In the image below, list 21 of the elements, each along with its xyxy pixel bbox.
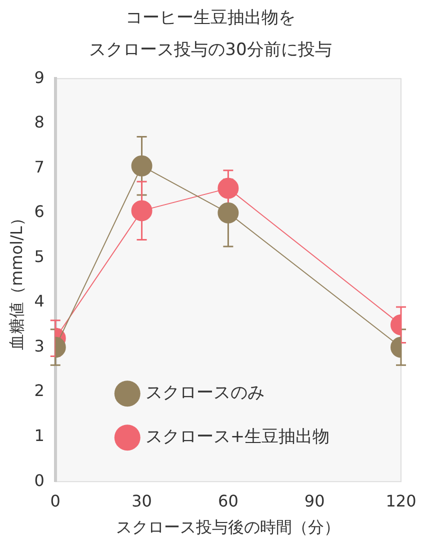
y-tick-label: 5 <box>34 246 44 266</box>
x-axis-title: スクロース投与後の時間（分） <box>116 518 340 537</box>
y-tick-label: 0 <box>34 470 44 490</box>
x-tick-label: 0 <box>50 491 60 510</box>
y-tick-label: 1 <box>34 426 44 445</box>
y-tick-label: 9 <box>34 68 44 87</box>
y-tick-label: 8 <box>34 112 44 132</box>
x-tick-label: 90 <box>304 491 325 510</box>
chart-title: コーヒー生豆抽出物を <box>126 8 296 28</box>
x-tick-label: 120 <box>386 491 416 510</box>
y-axis-title: 血糖値（mmol/L） <box>6 210 26 350</box>
y-tick-label: 2 <box>34 381 44 400</box>
chart-subtitle: スクロース投与の30分前に投与 <box>89 40 332 60</box>
x-tick-label: 60 <box>218 491 238 510</box>
y-tick-label: 7 <box>34 157 44 176</box>
y-tick-label: 6 <box>34 202 44 222</box>
x-tick-label: 30 <box>132 491 152 510</box>
y-tick-label: 3 <box>34 336 44 356</box>
legend-label: スクロース+生豆抽出物 <box>145 427 330 448</box>
legend-label: スクロースのみ <box>145 383 264 404</box>
y-tick-label: 4 <box>34 292 44 311</box>
